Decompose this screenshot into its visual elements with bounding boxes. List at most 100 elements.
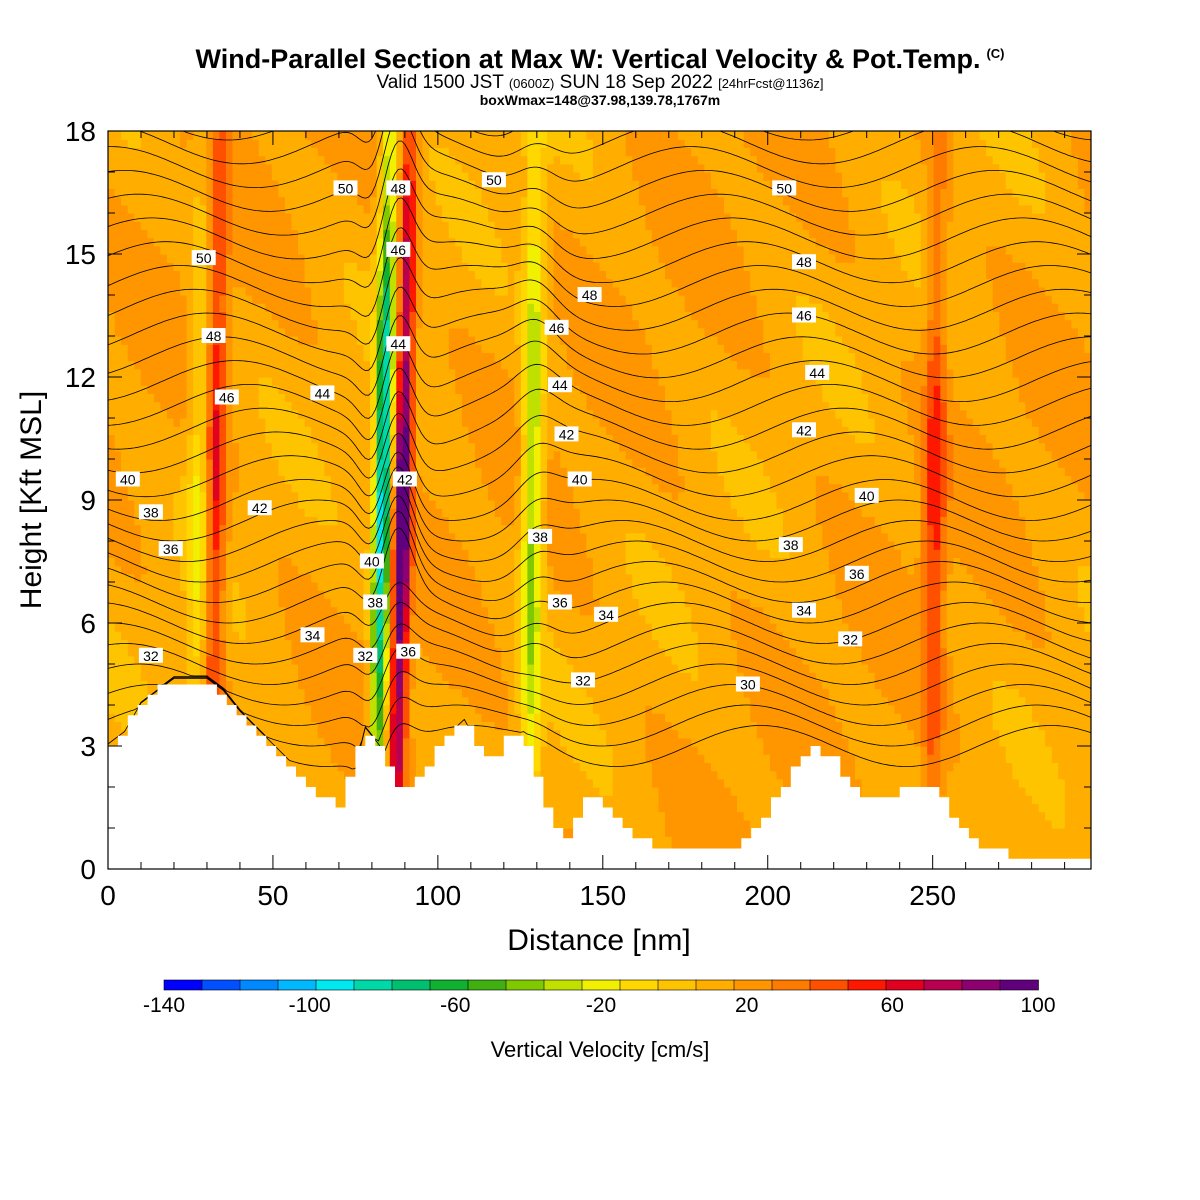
velocity-cell	[153, 450, 162, 460]
velocity-cell	[284, 426, 293, 435]
velocity-cell	[304, 336, 312, 345]
velocity-cell	[422, 418, 430, 427]
velocity-cell	[147, 360, 155, 370]
velocity-cell	[291, 172, 299, 181]
velocity-cell	[160, 245, 168, 255]
velocity-cell	[258, 213, 266, 222]
velocity-cell	[147, 664, 155, 673]
velocity-cell	[461, 278, 470, 288]
velocity-cell	[212, 254, 221, 263]
velocity-cell	[219, 450, 227, 460]
velocity-cell	[435, 475, 443, 485]
velocity-cell	[409, 680, 417, 690]
velocity-cell	[252, 139, 260, 148]
velocity-cell	[330, 565, 338, 575]
velocity-cell	[193, 409, 201, 419]
velocity-cell	[363, 295, 371, 304]
velocity-cell	[337, 327, 345, 337]
velocity-cell	[422, 139, 430, 148]
velocity-cell	[134, 614, 142, 624]
velocity-cell	[252, 172, 260, 181]
velocity-cell	[114, 655, 122, 665]
velocity-cell	[330, 491, 338, 501]
velocity-cell	[442, 155, 450, 165]
velocity-cell	[370, 295, 378, 304]
velocity-cell	[429, 368, 437, 378]
velocity-cell	[108, 573, 116, 583]
velocity-cell	[199, 377, 207, 386]
velocity-cell	[180, 270, 188, 280]
velocity-cell	[370, 688, 378, 698]
velocity-cell	[160, 459, 168, 468]
velocity-cell	[153, 368, 162, 378]
velocity-cell	[298, 590, 306, 599]
velocity-cell	[140, 524, 148, 534]
velocity-cell	[114, 229, 122, 239]
velocity-cell	[383, 270, 391, 280]
velocity-cell	[337, 491, 345, 501]
velocity-cell	[396, 664, 404, 673]
velocity-cell	[357, 500, 365, 509]
velocity-cell	[199, 172, 207, 181]
velocity-cell	[232, 491, 240, 501]
velocity-cell	[226, 557, 234, 567]
velocity-cell	[252, 483, 260, 493]
velocity-cell	[416, 483, 424, 493]
velocity-cell	[337, 418, 345, 427]
velocity-cell	[442, 336, 450, 345]
velocity-cell	[252, 655, 260, 665]
velocity-cell	[232, 172, 240, 181]
velocity-cell	[461, 573, 470, 583]
velocity-cell	[212, 295, 221, 304]
velocity-cell	[193, 516, 201, 526]
velocity-cell	[160, 377, 168, 386]
velocity-cell	[167, 155, 175, 165]
velocity-cell	[206, 442, 214, 452]
velocity-cell	[219, 303, 227, 312]
velocity-cell	[343, 319, 352, 329]
velocity-cell	[265, 729, 273, 739]
velocity-cell	[370, 254, 378, 263]
velocity-cell	[134, 155, 142, 165]
velocity-cell	[350, 672, 358, 681]
velocity-cell	[455, 565, 463, 575]
velocity-cell	[435, 196, 443, 206]
velocity-cell	[278, 409, 286, 419]
velocity-cell	[134, 655, 142, 665]
velocity-cell	[219, 344, 227, 353]
velocity-cell	[232, 237, 240, 247]
velocity-cell	[134, 401, 142, 411]
velocity-cell	[311, 163, 319, 173]
velocity-cell	[173, 664, 181, 673]
velocity-cell	[252, 467, 260, 476]
velocity-cell	[232, 360, 240, 370]
velocity-cell	[304, 532, 312, 542]
velocity-cell	[127, 483, 135, 493]
velocity-cell	[402, 746, 411, 755]
velocity-cell	[435, 639, 443, 649]
velocity-cell	[167, 213, 175, 222]
velocity-cell	[252, 680, 260, 690]
velocity-cell	[343, 524, 352, 534]
velocity-cell	[114, 549, 122, 558]
velocity-cell	[389, 713, 397, 722]
velocity-cell	[245, 295, 253, 304]
velocity-cell	[298, 549, 306, 558]
velocity-cell	[357, 319, 365, 329]
velocity-cell	[389, 500, 397, 509]
velocity-cell	[140, 623, 148, 632]
velocity-cell	[363, 254, 371, 263]
velocity-cell	[383, 664, 391, 673]
velocity-cell	[461, 467, 470, 476]
velocity-cell	[357, 352, 365, 362]
velocity-cell	[127, 213, 135, 222]
velocity-cell	[167, 459, 175, 468]
velocity-cell	[108, 188, 116, 198]
velocity-cell	[357, 401, 365, 411]
velocity-cell	[429, 508, 437, 517]
velocity-cell	[206, 360, 214, 370]
velocity-cell	[206, 549, 214, 558]
velocity-cell	[265, 393, 273, 403]
velocity-cell	[298, 245, 306, 255]
velocity-cell	[383, 426, 391, 435]
